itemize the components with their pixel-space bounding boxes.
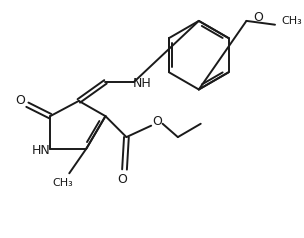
- Text: HN: HN: [31, 144, 50, 157]
- Text: O: O: [253, 10, 263, 24]
- Text: CH₃: CH₃: [52, 178, 73, 188]
- Text: O: O: [152, 115, 162, 128]
- Text: NH: NH: [132, 77, 151, 90]
- Text: O: O: [15, 94, 25, 107]
- Text: CH₃: CH₃: [282, 16, 302, 26]
- Text: O: O: [118, 173, 128, 185]
